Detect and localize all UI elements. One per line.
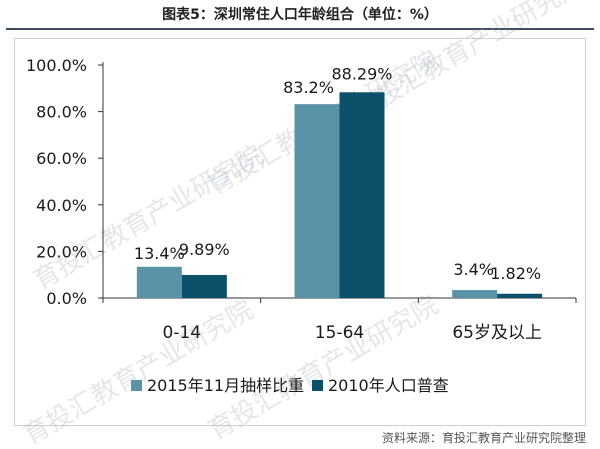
- x-tick-label: 65岁及以上: [452, 323, 542, 343]
- chart-frame: [14, 38, 586, 426]
- chart-axes: 0.0% 20.0% 40.0% 60.0% 80.0% 100.0% 0-14 15-64 6…: [26, 56, 577, 343]
- bar-series-2010: [497, 293, 543, 298]
- data-label: 3.4%: [453, 260, 494, 279]
- chart-title: 图表5：深圳常住人口年龄组合（单位：%）: [162, 7, 438, 23]
- chart-bars: [136, 92, 543, 298]
- bar-series-2015: [452, 290, 498, 298]
- legend-swatch: [131, 380, 142, 391]
- title-divider: [6, 28, 594, 30]
- x-tick-label: 0-14: [163, 323, 202, 343]
- legend-swatch: [312, 380, 323, 391]
- y-tick-label: 60.0%: [36, 149, 87, 168]
- data-label: 9.89%: [179, 240, 230, 259]
- data-label: 1.82%: [490, 264, 541, 283]
- y-tick-label: 0.0%: [46, 289, 87, 308]
- data-label: 88.29%: [331, 64, 392, 83]
- watermark-text: 育投汇教育产业研究院: [349, 0, 589, 126]
- legend-label: 2010年人口普查: [328, 376, 449, 395]
- bar-series-2015: [294, 104, 340, 298]
- chart-legend: 2015年11月抽样比重 2010年人口普查: [131, 376, 449, 395]
- y-tick-label: 40.0%: [36, 196, 87, 215]
- bar-series-2015: [136, 266, 182, 298]
- bar-series-2010: [181, 274, 227, 298]
- source-note: 资料来源：育投汇教育产业研究院整理: [381, 431, 586, 445]
- y-tick-label: 100.0%: [26, 56, 87, 75]
- data-label: 83.2%: [283, 78, 334, 97]
- legend-label: 2015年11月抽样比重: [147, 376, 304, 395]
- bar-series-2010: [339, 92, 385, 298]
- y-tick-label: 20.0%: [36, 242, 87, 261]
- data-label: 13.4%: [134, 244, 185, 263]
- x-tick-label: 15-64: [315, 323, 364, 343]
- chart-data-labels: 13.4%9.89% 83.2%88.29% 3.4%1.82%: [134, 64, 541, 282]
- y-tick-label: 80.0%: [36, 103, 87, 122]
